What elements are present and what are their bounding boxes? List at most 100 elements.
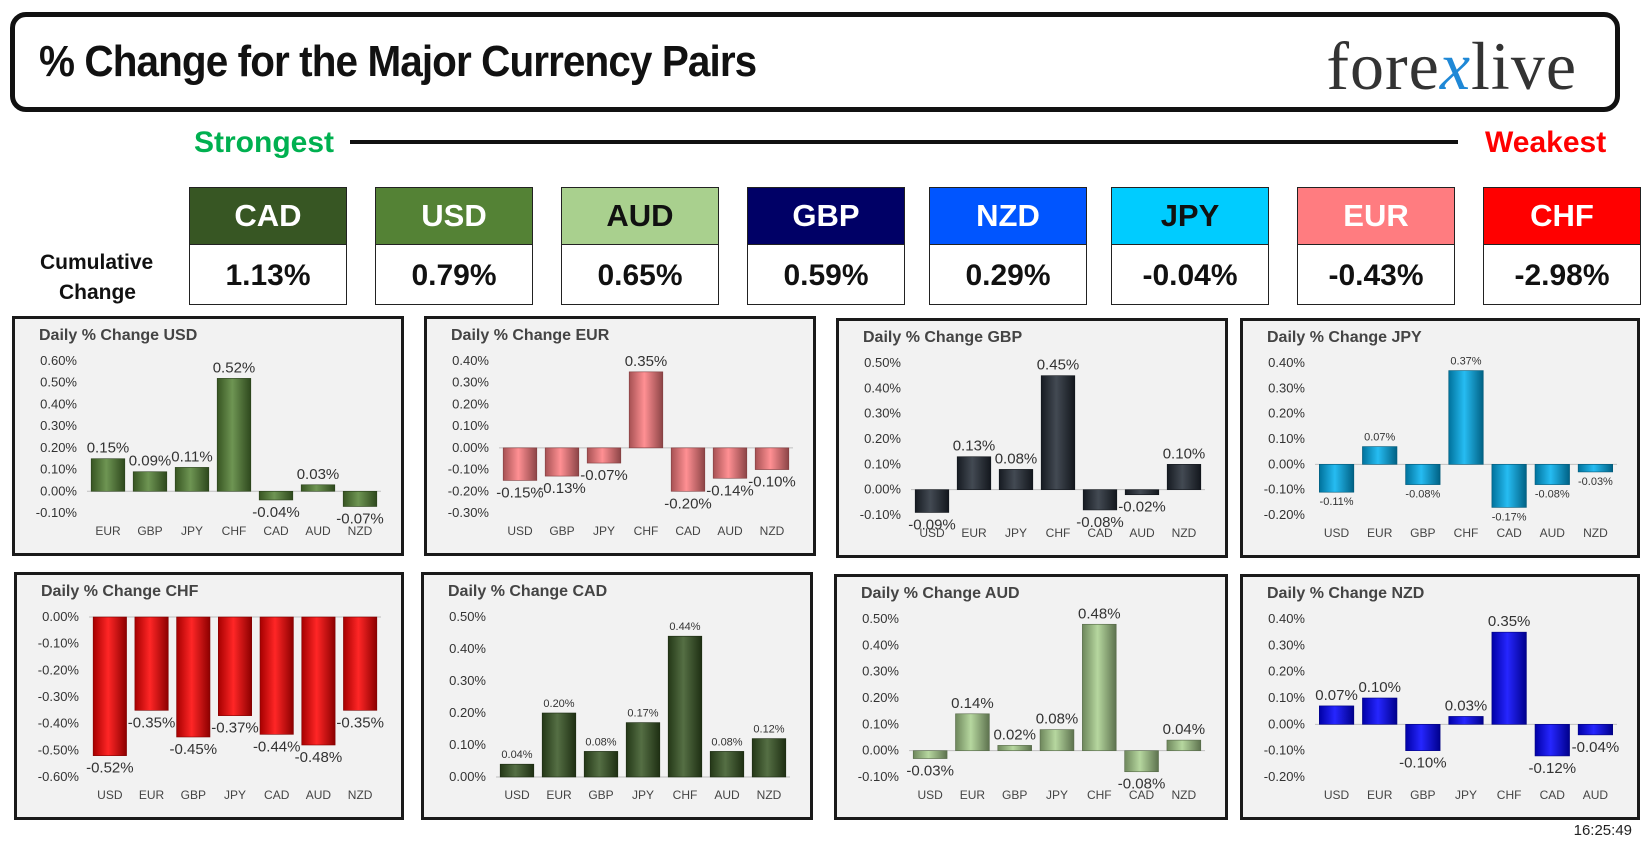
bar xyxy=(751,738,787,778)
data-label: -0.37% xyxy=(211,720,259,737)
x-tick-label: NZD xyxy=(348,524,373,538)
bar xyxy=(174,467,210,492)
tile-currency: NZD xyxy=(930,188,1086,245)
bar xyxy=(1534,724,1570,757)
y-tick-label: 0.30% xyxy=(40,418,77,433)
data-label: -0.14% xyxy=(706,482,754,499)
data-label: -0.08% xyxy=(1118,776,1166,793)
title-banner: % Change for the Major Currency Pairs fo… xyxy=(10,12,1620,112)
y-tick-label: 0.60% xyxy=(40,353,77,368)
data-label: 0.08% xyxy=(1036,711,1079,728)
tile-currency: EUR xyxy=(1298,188,1454,245)
y-tick-label: 0.20% xyxy=(452,396,489,411)
chart-title: Daily % Change AUD xyxy=(861,585,1020,602)
chart-panel-gbp: Daily % Change GBP 0.50% 0.40% 0.30% 0.20% 0… xyxy=(836,318,1228,558)
bar xyxy=(1124,489,1160,496)
y-tick-label: -0.30% xyxy=(38,689,80,704)
bar-chart-gbp: 0.50% 0.40% 0.30% 0.20% 0.10% 0.00% -0.10% -0.0… xyxy=(860,355,1206,540)
y-tick-label: 0.00% xyxy=(452,440,489,455)
bar xyxy=(667,635,703,778)
chart-panel-aud: Daily % Change AUD 0.50% 0.40% 0.30% 0.20% 0… xyxy=(834,574,1228,820)
x-tick-label: CHF xyxy=(1454,526,1479,540)
x-tick-label: JPY xyxy=(181,524,203,538)
y-tick-label: -0.20% xyxy=(1264,507,1306,522)
data-label: 0.37% xyxy=(1450,356,1481,368)
y-tick-label: 0.10% xyxy=(1268,690,1305,705)
x-tick-label: EUR xyxy=(960,788,986,802)
y-tick-label: 0.40% xyxy=(1268,355,1305,370)
x-tick-label: JPY xyxy=(1046,788,1068,802)
y-tick-label: 0.00% xyxy=(862,743,899,758)
x-tick-label: CAD xyxy=(263,524,289,538)
data-label: 0.08% xyxy=(995,450,1038,467)
data-label: 0.10% xyxy=(1163,445,1206,462)
x-tick-label: CAD xyxy=(675,524,701,538)
chart-title: Daily % Change CAD xyxy=(448,583,608,600)
tile-change: 1.13% xyxy=(225,259,311,292)
y-tick-label: 0.10% xyxy=(1268,431,1305,446)
y-tick-label: 0.20% xyxy=(40,440,77,455)
y-tick-label: 0.40% xyxy=(449,641,486,656)
x-tick-label: NZD xyxy=(348,788,373,802)
x-tick-label: USD xyxy=(1324,526,1350,540)
tile-change: 0.29% xyxy=(965,259,1051,292)
bar xyxy=(670,447,706,492)
bar xyxy=(912,750,948,759)
data-label: -0.02% xyxy=(1118,499,1166,516)
bar xyxy=(1405,464,1441,485)
x-tick-label: USD xyxy=(917,788,943,802)
data-label: -0.07% xyxy=(580,467,628,484)
data-label: 0.10% xyxy=(1358,679,1401,696)
x-tick-label: AUD xyxy=(305,524,331,538)
y-tick-label: -0.10% xyxy=(38,636,80,651)
bar-chart-cad: 0.50% 0.40% 0.30% 0.20% 0.10% 0.00% 0.04% USD 0.… xyxy=(449,609,790,802)
y-tick-label: 0.10% xyxy=(40,462,77,477)
x-tick-label: AUD xyxy=(1540,526,1566,540)
y-tick-label: -0.10% xyxy=(858,769,900,784)
x-tick-label: GBP xyxy=(588,788,613,802)
y-tick-label: 0.20% xyxy=(862,690,899,705)
x-tick-label: NZD xyxy=(1583,526,1608,540)
tile-currency: AUD xyxy=(562,188,718,245)
y-tick-label: 0.00% xyxy=(449,769,486,784)
data-label: -0.04% xyxy=(1572,739,1620,756)
x-tick-label: AUD xyxy=(714,788,740,802)
y-tick-label: -0.60% xyxy=(38,769,80,784)
data-label: -0.10% xyxy=(748,474,796,491)
y-tick-label: 0.40% xyxy=(452,353,489,368)
y-tick-label: 0.00% xyxy=(1268,456,1305,471)
bar xyxy=(502,447,538,481)
bar-chart-usd: 0.60% 0.50% 0.40% 0.30% 0.20% 0.10% 0.00% -0.10… xyxy=(36,353,384,538)
y-tick-label: -0.40% xyxy=(38,716,80,731)
tile-change: -0.04% xyxy=(1142,259,1238,292)
bar xyxy=(343,616,378,711)
x-tick-label: GBP xyxy=(181,788,206,802)
bar-chart-eur: 0.40%0.30%0.20%0.10%0.00%-0.10%-0.20%-0.… xyxy=(448,353,796,538)
bar xyxy=(132,471,168,492)
data-label: -0.17% xyxy=(1492,511,1527,523)
data-label: 0.35% xyxy=(625,353,668,370)
currency-tile: NZD 0.29% xyxy=(929,187,1087,305)
bar xyxy=(1577,464,1613,473)
bar xyxy=(1577,724,1613,736)
strength-scale-line xyxy=(350,140,1458,144)
x-tick-label: JPY xyxy=(224,788,246,802)
y-tick-label: 0.30% xyxy=(862,664,899,679)
data-label: -0.10% xyxy=(1399,755,1447,772)
x-tick-label: JPY xyxy=(1005,526,1027,540)
bar xyxy=(1166,739,1202,751)
bar xyxy=(90,458,126,492)
y-tick-label: 0.20% xyxy=(1268,664,1305,679)
data-label: 0.04% xyxy=(1163,721,1206,738)
x-tick-label: CAD xyxy=(1129,788,1155,802)
strongest-label: Strongest xyxy=(194,126,335,159)
data-label: -0.35% xyxy=(128,714,176,731)
bar xyxy=(301,616,336,746)
x-tick-label: GBP xyxy=(137,524,162,538)
tile-change: -0.43% xyxy=(1328,259,1424,292)
currency-tile: CAD 1.13% xyxy=(189,187,347,305)
currency-tile: USD 0.79% xyxy=(375,187,533,305)
tile-change: 0.65% xyxy=(597,259,683,292)
bar xyxy=(92,616,127,756)
bar-chart-nzd: 0.40% 0.30% 0.20% 0.10% 0.00% -0.10% -0.20% 0.0… xyxy=(1264,611,1620,802)
